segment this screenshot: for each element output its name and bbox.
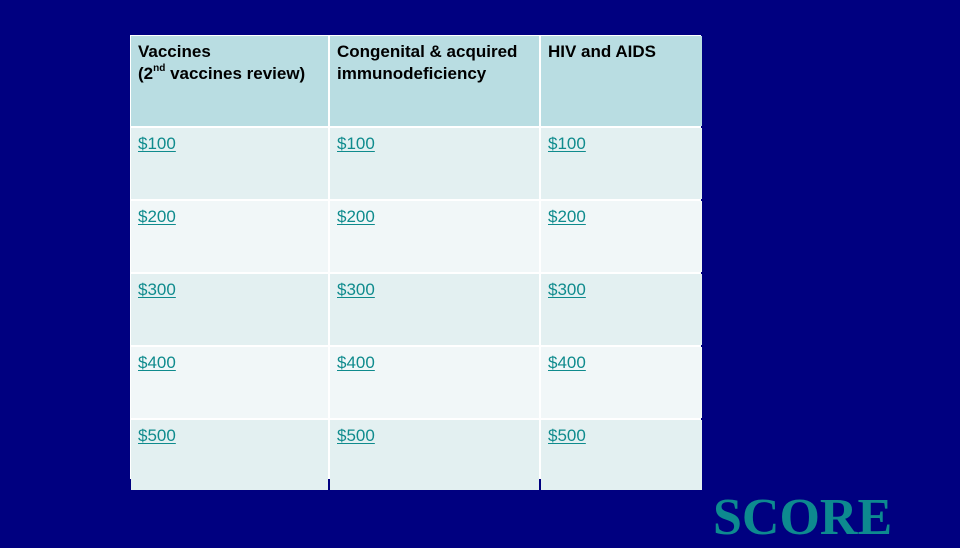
category-header-hiv-aids: HIV and AIDS	[541, 36, 702, 126]
value-link-immunodeficiency-200[interactable]: $200	[337, 207, 375, 226]
board-cell: $200	[541, 201, 702, 272]
subtitle-superscript: nd	[153, 63, 166, 75]
category-title-line: HIV and AIDS	[548, 42, 656, 61]
board-cell: $500	[131, 420, 328, 490]
value-link-vaccines-500[interactable]: $500	[138, 426, 176, 445]
value-link-vaccines-200[interactable]: $200	[138, 207, 176, 226]
board-cell: $400	[541, 347, 702, 418]
value-link-vaccines-400[interactable]: $400	[138, 353, 176, 372]
board-cell: $100	[131, 128, 328, 199]
value-link-immunodeficiency-500[interactable]: $500	[337, 426, 375, 445]
category-title-line: Congenital & acquired	[337, 42, 518, 61]
category-header-immunodeficiency: Congenital & acquired immunodeficiency	[330, 36, 539, 126]
board-cell: $400	[131, 347, 328, 418]
board-cell: $500	[541, 420, 702, 490]
category-title-line: Vaccines	[138, 42, 211, 61]
value-link-hiv-aids-200[interactable]: $200	[548, 207, 586, 226]
value-link-vaccines-100[interactable]: $100	[138, 134, 176, 153]
subtitle-prefix: (2	[138, 64, 154, 83]
value-link-immunodeficiency-400[interactable]: $400	[337, 353, 375, 372]
category-title-line: immunodeficiency	[337, 64, 487, 83]
score-button[interactable]: SCORE	[713, 489, 893, 546]
value-link-hiv-aids-500[interactable]: $500	[548, 426, 586, 445]
board-cell: $200	[330, 201, 539, 272]
value-link-hiv-aids-300[interactable]: $300	[548, 280, 586, 299]
category-header-vaccines: Vaccines (2nd vaccines review)	[131, 36, 328, 126]
jeopardy-board: Vaccines (2nd vaccines review) Congenita…	[130, 35, 702, 490]
board-cell: $300	[541, 274, 702, 345]
subtitle-suffix: vaccines review)	[165, 64, 306, 83]
value-link-hiv-aids-100[interactable]: $100	[548, 134, 586, 153]
board-cell: $400	[330, 347, 539, 418]
board-cell: $200	[131, 201, 328, 272]
value-link-immunodeficiency-300[interactable]: $300	[337, 280, 375, 299]
board-cell: $100	[541, 128, 702, 199]
board-cell: $300	[330, 274, 539, 345]
value-link-immunodeficiency-100[interactable]: $100	[337, 134, 375, 153]
value-link-vaccines-300[interactable]: $300	[138, 280, 176, 299]
category-subtitle-line: (2nd vaccines review)	[138, 63, 321, 85]
board-cell: $300	[131, 274, 328, 345]
board-cell: $100	[330, 128, 539, 199]
value-link-hiv-aids-400[interactable]: $400	[548, 353, 586, 372]
board-cell: $500	[330, 420, 539, 490]
